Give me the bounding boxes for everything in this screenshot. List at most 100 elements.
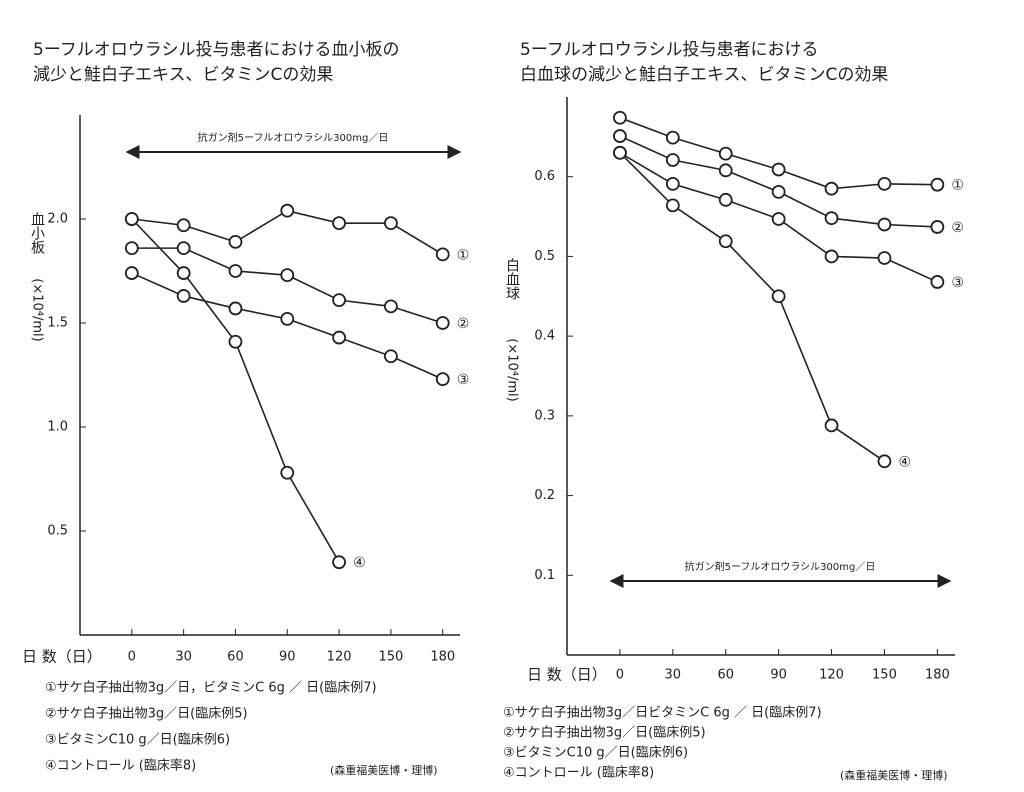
legend-entry: ②サケ白子抽出物3g／日(臨床例5) <box>45 706 248 722</box>
series-end-label: ④ <box>898 454 911 470</box>
data-point <box>280 203 295 218</box>
y-axis-unit: (×10⁴/ml) <box>30 278 45 341</box>
data-point <box>384 299 398 314</box>
data-point <box>176 289 191 303</box>
data-point <box>718 234 733 249</box>
x-tick-label: 150 <box>872 668 897 683</box>
data-point <box>332 555 346 570</box>
x-tick-label: 0 <box>128 650 136 665</box>
y-tick-label: 0.5 <box>47 524 68 539</box>
data-point <box>877 454 892 469</box>
data-point <box>228 334 243 349</box>
data-point <box>930 220 945 234</box>
annotation: 抗ガン剤5ーフルオロウラシル300mg／日 <box>685 560 876 573</box>
series-line <box>131 247 443 324</box>
data-point <box>824 418 839 433</box>
x-tick-label: 90 <box>279 650 296 665</box>
y-tick-label: 1.0 <box>47 420 68 435</box>
legend-entry: ④コントロール (臨床率8) <box>503 765 654 781</box>
x-tick-label: 30 <box>665 668 682 683</box>
data-point <box>771 289 786 304</box>
data-point <box>280 268 295 283</box>
data-point <box>124 212 139 226</box>
data-point <box>228 301 243 316</box>
data-point <box>435 247 450 262</box>
data-point <box>665 130 680 145</box>
data-point <box>877 176 892 191</box>
series-end-label: ① <box>951 178 964 194</box>
y-tick-label: 0.6 <box>534 169 555 184</box>
legend-entry: ②サケ白子抽出物3g／日(臨床例5) <box>503 725 706 741</box>
legend-entry: ③ビタミンC10 g／日(臨床例6) <box>503 746 688 761</box>
data-point <box>771 162 786 177</box>
data-point <box>228 234 243 249</box>
data-point <box>824 249 839 264</box>
credit: (森重福美医博・理博) <box>330 763 438 777</box>
data-point <box>384 349 398 364</box>
y-axis-label: 白血球 <box>504 258 520 300</box>
y-tick-label: 2.0 <box>47 212 68 227</box>
y-tick-label: 0.4 <box>534 329 555 344</box>
data-point <box>176 266 191 280</box>
data-point <box>771 184 786 199</box>
x-axis-label: 日 数（日） <box>527 666 607 684</box>
legend-entry: ①サケ白子抽出物3g／日，ビタミンC 6g ／ 日(臨床例7) <box>45 680 377 696</box>
x-tick-label: 180 <box>430 650 455 665</box>
y-tick-label: 0.5 <box>534 249 555 264</box>
data-point <box>332 330 346 345</box>
legend-entry: ①サケ白子抽出物3g／日ビタミンC 6g ／ 日(臨床例7) <box>503 705 822 721</box>
data-point <box>930 275 945 289</box>
data-point <box>824 181 839 196</box>
series-end-label: ② <box>457 316 470 332</box>
x-axis-label: 日 数（日） <box>22 648 102 666</box>
data-point <box>613 145 627 160</box>
data-point <box>280 465 295 480</box>
y-axis-unit: (×10⁴/ml) <box>505 338 520 401</box>
data-point <box>877 217 892 232</box>
x-tick-label: 0 <box>616 668 624 683</box>
x-tick-label: 60 <box>227 650 244 665</box>
data-point <box>435 372 450 387</box>
data-point <box>124 241 139 256</box>
chart-title: 減少と鮭白子エキス、ビタミンCの効果 <box>33 65 333 85</box>
credit: (森重福美医博・理博) <box>840 768 948 782</box>
x-tick-label: 30 <box>175 650 192 665</box>
x-tick-label: 90 <box>770 668 787 683</box>
x-tick-label: 120 <box>819 668 844 683</box>
data-point <box>332 216 346 231</box>
data-point <box>930 177 945 192</box>
series-line <box>619 152 885 462</box>
series-end-label: ① <box>457 247 470 263</box>
x-tick-label: 180 <box>925 668 950 683</box>
data-point <box>280 311 295 326</box>
series-end-label: ② <box>951 220 964 236</box>
legend-entry: ④コントロール (臨床率8) <box>45 758 196 774</box>
data-point <box>718 192 733 207</box>
data-point <box>771 212 786 226</box>
y-tick-label: 0.3 <box>534 408 555 423</box>
legend-entry: ③ビタミンC10 g／日(臨床例6) <box>45 733 230 748</box>
chart-title: 5ーフルオロウラシル投与患者における血小板の <box>33 40 399 60</box>
data-point <box>332 293 346 308</box>
series-end-label: ③ <box>951 275 964 291</box>
data-point <box>718 163 733 178</box>
series-end-label: ④ <box>353 555 366 571</box>
chart-title: 5ーフルオロウラシル投与患者における <box>520 40 818 60</box>
data-point <box>124 266 139 280</box>
data-point <box>613 129 627 143</box>
annotation: 抗ガン剤5ーフルオロウラシル300mg／日 <box>198 131 389 144</box>
y-tick-label: 0.1 <box>534 568 555 583</box>
x-tick-label: 60 <box>717 668 734 683</box>
series-line <box>131 272 444 380</box>
data-point <box>435 316 450 330</box>
data-point <box>613 110 627 125</box>
series-line <box>619 116 938 190</box>
chart-title: 白血球の減少と鮭白子エキス、ビタミンCの効果 <box>520 65 888 85</box>
data-point <box>877 251 892 265</box>
y-tick-label: 0.2 <box>534 488 555 503</box>
data-point <box>176 218 191 233</box>
data-point <box>665 153 680 167</box>
data-point <box>718 146 733 161</box>
data-point <box>824 211 839 226</box>
y-axis-label: 血小板 <box>29 212 45 254</box>
